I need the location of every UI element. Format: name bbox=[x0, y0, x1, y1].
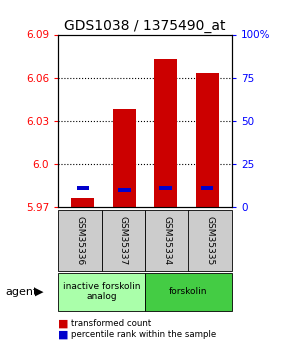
Bar bbox=[196, 73, 219, 207]
Text: GSM35337: GSM35337 bbox=[119, 216, 128, 265]
Text: ■: ■ bbox=[58, 330, 68, 340]
Bar bbox=[113, 109, 136, 207]
Bar bbox=[160, 186, 172, 190]
Text: GSM35335: GSM35335 bbox=[206, 216, 215, 265]
Bar bbox=[71, 198, 94, 207]
Bar bbox=[154, 59, 177, 207]
Text: agent: agent bbox=[6, 287, 38, 296]
Text: percentile rank within the sample: percentile rank within the sample bbox=[71, 331, 216, 339]
Bar bbox=[118, 188, 130, 192]
Text: ▶: ▶ bbox=[35, 287, 44, 296]
Text: GDS1038 / 1375490_at: GDS1038 / 1375490_at bbox=[64, 19, 226, 33]
Bar bbox=[201, 186, 213, 190]
Text: ■: ■ bbox=[58, 319, 68, 328]
Text: inactive forskolin
analog: inactive forskolin analog bbox=[63, 282, 140, 301]
Text: forskolin: forskolin bbox=[169, 287, 208, 296]
Text: transformed count: transformed count bbox=[71, 319, 151, 328]
Bar bbox=[77, 186, 89, 190]
Text: GSM35334: GSM35334 bbox=[162, 216, 171, 265]
Text: GSM35336: GSM35336 bbox=[75, 216, 84, 265]
